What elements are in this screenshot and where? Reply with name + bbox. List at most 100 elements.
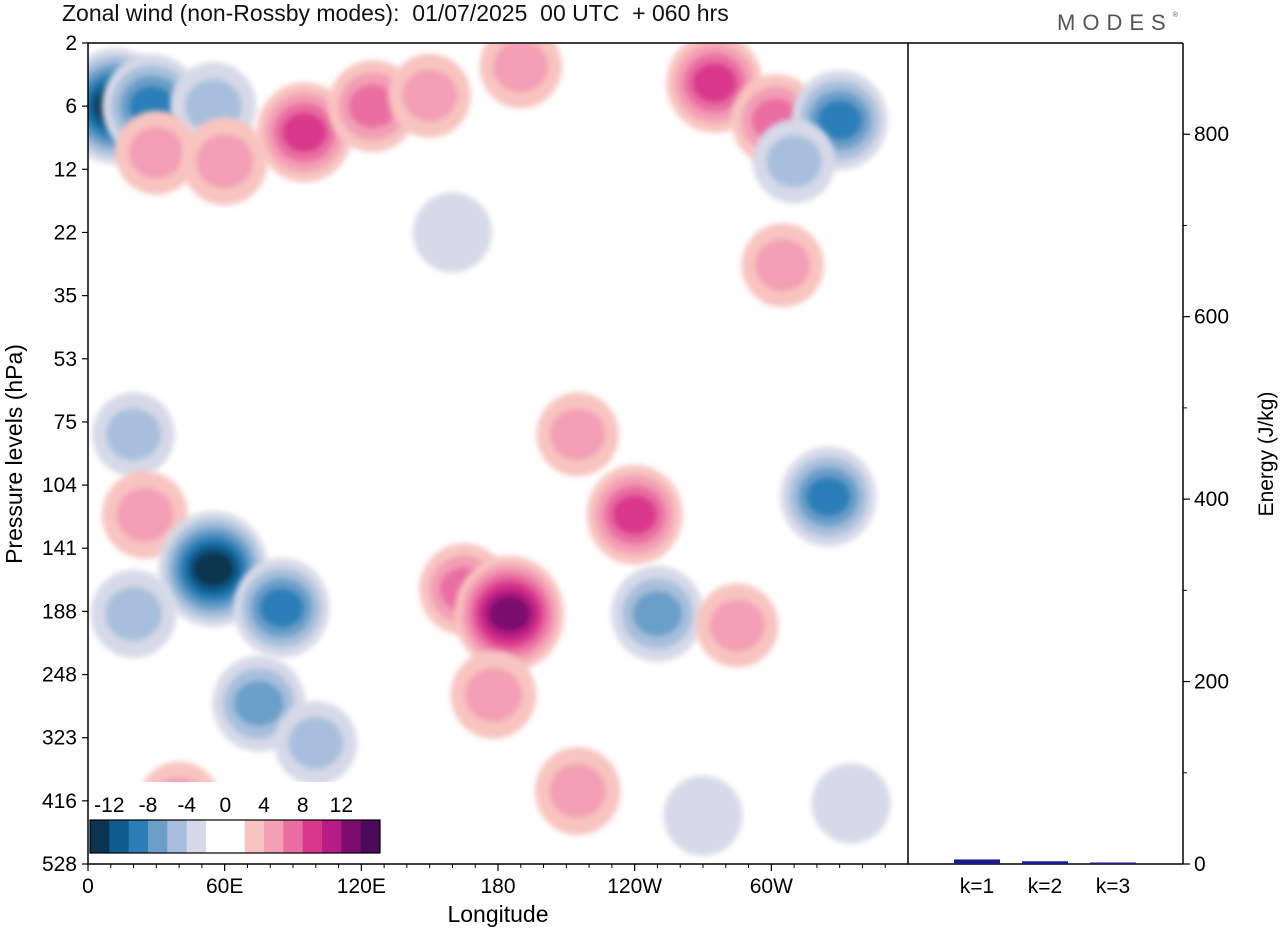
field-feature <box>181 117 268 206</box>
field-feature <box>695 583 779 668</box>
colorbar-swatch <box>322 820 342 853</box>
field-feature <box>388 53 471 138</box>
field-contour <box>549 764 607 819</box>
energy-category-label: k=3 <box>1096 875 1130 898</box>
colorbar-frame <box>89 819 381 854</box>
colorbar-swatch <box>128 820 149 853</box>
field-contour <box>288 717 344 770</box>
field-contour <box>709 599 765 652</box>
field-contour <box>402 69 458 122</box>
field-contour <box>128 126 184 179</box>
chart-title: Zonal wind (non-Rossby modes): 01/07/202… <box>62 0 729 26</box>
field-contour <box>105 408 162 461</box>
y-tick-label: 323 <box>42 727 77 750</box>
field-contour <box>116 487 174 542</box>
field-contour <box>281 112 327 153</box>
y-tick-label: 22 <box>54 221 77 244</box>
field-contour <box>348 84 397 129</box>
field-feature <box>233 557 330 658</box>
energy-tick-label: 400 <box>1194 488 1229 511</box>
field-feature <box>586 464 683 565</box>
x-tick-label: 0 <box>82 875 94 898</box>
field-contour <box>105 586 162 641</box>
field-contour <box>805 476 851 517</box>
energy-bar <box>1090 862 1136 864</box>
colorbar-swatch <box>283 820 304 853</box>
wind-field <box>88 43 891 856</box>
y-tick-label: 416 <box>42 790 77 813</box>
colorbar-label: 8 <box>297 794 309 817</box>
logo-text: MODES <box>1057 10 1173 35</box>
field-contour <box>488 595 531 632</box>
colorbar-label: 4 <box>258 794 270 817</box>
y-tick-label: 2 <box>65 32 77 55</box>
x-tick-label: 180 <box>480 875 515 898</box>
colorbar-swatch <box>109 820 130 853</box>
energy-tick-label: 200 <box>1194 671 1229 694</box>
colorbar-label: -4 <box>177 794 196 817</box>
field-feature <box>454 555 565 672</box>
colorbar-swatch <box>341 820 362 853</box>
y-tick-label: 12 <box>54 158 77 181</box>
field-feature <box>115 110 198 195</box>
colorbar-swatch <box>148 820 168 853</box>
field-feature <box>780 446 877 547</box>
y-tick-label: 75 <box>54 411 77 434</box>
colorbar-swatch <box>225 820 246 853</box>
y-tick-label: 528 <box>42 853 77 876</box>
colorbar-swatch <box>167 820 188 853</box>
field-feature <box>450 650 537 739</box>
field-contour <box>817 100 863 141</box>
field-contour <box>691 62 737 103</box>
energy-tick-label: 0 <box>1194 853 1206 876</box>
x-tick-label: 60E <box>206 875 243 898</box>
energy-tick-label: 600 <box>1194 306 1229 329</box>
y-axis-ticks: 2 6 12 22 35 53 75 104 141 188 248 323 416 528 <box>42 32 88 876</box>
y-axis-label: Pressure levels (hPa) <box>1 344 27 564</box>
y-tick-label: 35 <box>54 285 77 308</box>
energy-category-label: k=2 <box>1028 875 1062 898</box>
energy-tick-label: 800 <box>1194 123 1229 146</box>
field-feature <box>256 82 353 183</box>
field-contour <box>755 239 811 292</box>
field-contour <box>192 551 235 588</box>
field-contour <box>196 134 254 189</box>
field-feature <box>611 565 704 662</box>
colorbar-swatch <box>244 820 265 853</box>
colorbar-label: -8 <box>139 794 158 817</box>
colorbar-label: 12 <box>330 794 353 817</box>
field-contour <box>234 680 284 727</box>
field-contour <box>412 192 492 273</box>
field-feature <box>663 775 743 856</box>
y-tick-label: 6 <box>65 95 77 118</box>
colorbar: -12 -8 -4 0 4 8 12 <box>86 782 384 859</box>
field-feature <box>102 470 188 559</box>
logo-registered-mark: ® <box>1172 12 1178 19</box>
x-tick-label: 60W <box>750 875 793 898</box>
energy-bar <box>954 859 1000 864</box>
energy-category-label: k=1 <box>960 875 994 898</box>
y-tick-label: 188 <box>42 600 77 623</box>
field-contour <box>259 587 305 628</box>
field-contour <box>632 591 683 637</box>
energy-bars: k=1 k=2 k=3 <box>954 859 1136 898</box>
x-tick-label: 120W <box>607 875 662 898</box>
x-axis-ticks: 0 60E 120E 180 120W 60W <box>82 864 886 898</box>
field-feature <box>741 223 824 308</box>
field-contour <box>663 775 743 856</box>
colorbar-swatch <box>360 820 381 853</box>
colorbar-label: -12 <box>94 794 124 817</box>
field-contour <box>811 763 891 844</box>
x-tick-label: 120E <box>337 875 386 898</box>
field-feature <box>534 747 621 836</box>
field-contour <box>493 43 549 93</box>
colorbar-label: 0 <box>219 794 231 817</box>
field-feature <box>752 119 836 204</box>
energy-axis-label: Energy (J/kg) <box>1255 392 1278 517</box>
field-feature <box>479 43 562 109</box>
y-tick-label: 248 <box>42 664 77 687</box>
colorbar-swatch <box>264 820 284 853</box>
field-contour <box>766 135 822 188</box>
y-tick-label: 53 <box>54 348 77 371</box>
colorbar-swatch <box>206 820 226 853</box>
